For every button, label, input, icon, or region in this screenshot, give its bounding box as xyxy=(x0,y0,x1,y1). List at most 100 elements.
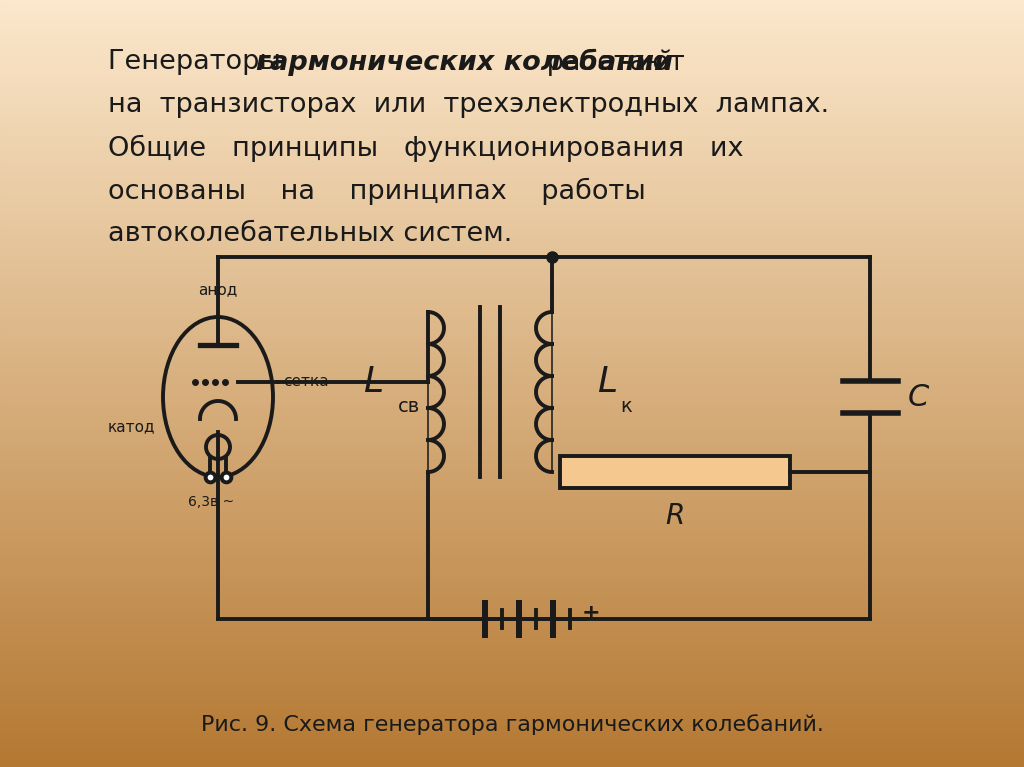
Bar xyxy=(0,644,1024,647)
Bar xyxy=(0,680,1024,683)
Bar xyxy=(0,368,1024,370)
Bar xyxy=(0,570,1024,573)
Bar xyxy=(0,708,1024,711)
Bar xyxy=(0,255,1024,258)
Bar xyxy=(0,578,1024,581)
Bar xyxy=(0,94,1024,97)
Bar xyxy=(0,404,1024,407)
Bar xyxy=(0,67,1024,69)
Bar xyxy=(0,207,1024,209)
Bar xyxy=(0,407,1024,409)
Bar xyxy=(0,437,1024,439)
Bar xyxy=(0,401,1024,404)
Bar xyxy=(0,189,1024,192)
Bar xyxy=(0,673,1024,675)
Bar xyxy=(0,166,1024,169)
Bar xyxy=(0,757,1024,759)
Bar xyxy=(0,447,1024,450)
Bar xyxy=(0,736,1024,739)
Bar xyxy=(0,504,1024,506)
Bar xyxy=(0,506,1024,509)
Bar xyxy=(0,470,1024,473)
Bar xyxy=(0,629,1024,631)
Bar xyxy=(0,524,1024,527)
Text: L: L xyxy=(597,365,617,399)
Bar xyxy=(0,378,1024,381)
Bar xyxy=(0,726,1024,729)
Bar xyxy=(0,314,1024,317)
Bar xyxy=(0,312,1024,314)
Bar xyxy=(0,739,1024,742)
Text: Генераторы: Генераторы xyxy=(108,49,290,75)
Bar xyxy=(0,685,1024,688)
Bar xyxy=(0,555,1024,558)
Text: C: C xyxy=(907,383,929,412)
Bar xyxy=(0,117,1024,120)
Bar xyxy=(0,182,1024,184)
Text: к: к xyxy=(620,397,632,416)
Bar xyxy=(0,422,1024,424)
Bar xyxy=(0,143,1024,146)
Bar xyxy=(0,473,1024,476)
Bar xyxy=(0,585,1024,588)
Bar xyxy=(0,391,1024,393)
Bar xyxy=(0,435,1024,437)
Bar xyxy=(0,693,1024,696)
Bar xyxy=(0,611,1024,614)
Bar xyxy=(0,499,1024,501)
Bar xyxy=(0,105,1024,107)
Text: катод: катод xyxy=(108,420,155,434)
Bar xyxy=(0,125,1024,128)
Bar xyxy=(0,186,1024,189)
Bar xyxy=(0,64,1024,67)
Bar xyxy=(0,248,1024,251)
Bar xyxy=(0,123,1024,125)
Bar xyxy=(0,171,1024,174)
Bar xyxy=(0,631,1024,634)
Bar xyxy=(0,389,1024,391)
Bar xyxy=(0,217,1024,220)
Bar xyxy=(0,662,1024,665)
Bar xyxy=(0,466,1024,468)
Bar xyxy=(0,202,1024,205)
Bar xyxy=(0,690,1024,693)
Text: 6,3в ~: 6,3в ~ xyxy=(188,495,234,509)
Bar xyxy=(0,637,1024,639)
Bar xyxy=(0,366,1024,368)
Bar xyxy=(0,230,1024,232)
Bar xyxy=(0,5,1024,8)
Bar xyxy=(0,491,1024,493)
Bar xyxy=(0,340,1024,343)
Bar xyxy=(0,519,1024,522)
Bar xyxy=(0,243,1024,245)
Bar xyxy=(0,56,1024,59)
Bar xyxy=(0,604,1024,606)
Bar xyxy=(0,384,1024,386)
Bar xyxy=(0,77,1024,79)
Bar xyxy=(0,205,1024,207)
Bar xyxy=(0,278,1024,281)
Bar xyxy=(0,647,1024,650)
Bar xyxy=(0,212,1024,215)
Bar xyxy=(0,759,1024,762)
Bar xyxy=(0,399,1024,401)
Bar xyxy=(0,209,1024,212)
Bar xyxy=(0,424,1024,427)
Bar xyxy=(0,731,1024,734)
Bar xyxy=(0,281,1024,284)
Bar xyxy=(0,558,1024,560)
Bar xyxy=(0,232,1024,235)
Bar xyxy=(0,251,1024,253)
Bar xyxy=(0,163,1024,166)
Text: св: св xyxy=(398,397,420,416)
Bar xyxy=(0,545,1024,547)
Bar xyxy=(0,677,1024,680)
Bar xyxy=(0,535,1024,537)
Bar xyxy=(0,13,1024,15)
Bar xyxy=(0,723,1024,726)
Bar xyxy=(0,113,1024,115)
Bar xyxy=(0,23,1024,25)
Bar xyxy=(0,317,1024,320)
Bar xyxy=(0,552,1024,555)
Bar xyxy=(0,44,1024,46)
